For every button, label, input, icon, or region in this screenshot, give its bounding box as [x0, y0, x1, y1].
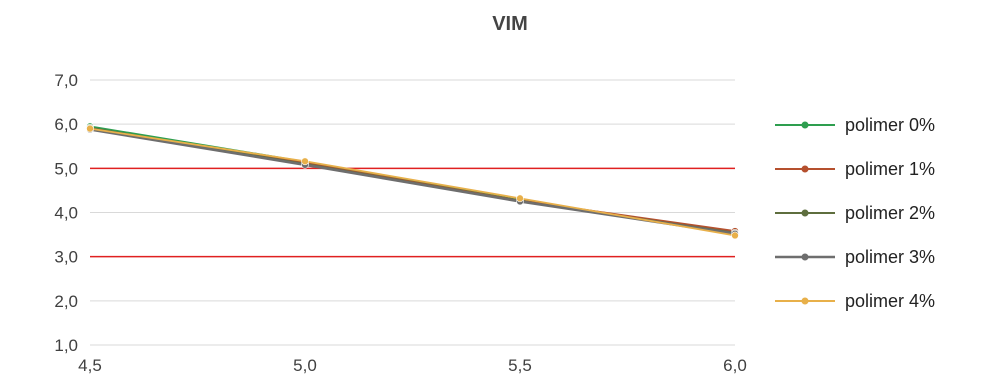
series-4 — [86, 124, 739, 240]
y-tick-label: 1,0 — [54, 336, 78, 355]
legend-item: polimer 2% — [775, 203, 935, 223]
legend-item: polimer 1% — [775, 159, 935, 179]
legend-item: polimer 3% — [775, 247, 935, 267]
legend-marker — [801, 297, 809, 305]
chart-title: VIM — [492, 13, 528, 35]
x-tick-label: 5,0 — [293, 356, 317, 375]
legend-label: polimer 4% — [845, 291, 935, 311]
y-tick-label: 5,0 — [54, 159, 78, 178]
x-tick-label: 4,5 — [78, 356, 102, 375]
y-tick-label: 7,0 — [54, 71, 78, 90]
data-point — [301, 157, 309, 166]
legend-marker — [801, 253, 809, 261]
x-axis-ticks: 4,5 5,0 5,5 6,0 — [78, 356, 747, 375]
series-line — [89, 127, 736, 237]
legend: polimer 0% polimer 1% polimer 2% polimer 3%… — [775, 115, 935, 311]
legend-marker — [801, 121, 809, 129]
reference-lines — [90, 167, 735, 258]
y-tick-label: 3,0 — [54, 248, 78, 267]
legend-label: polimer 3% — [845, 247, 935, 267]
legend-marker — [801, 209, 809, 217]
legend-label: polimer 2% — [845, 203, 935, 223]
series-group — [86, 122, 739, 240]
data-point — [86, 124, 94, 133]
legend-marker — [801, 165, 809, 173]
legend-item: polimer 4% — [775, 291, 935, 311]
x-tick-label: 6,0 — [723, 356, 747, 375]
data-point — [731, 231, 739, 240]
data-point — [516, 194, 524, 203]
legend-label: polimer 1% — [845, 159, 935, 179]
legend-label: polimer 0% — [845, 115, 935, 135]
grid-lines — [90, 79, 735, 346]
x-tick-label: 5,5 — [508, 356, 532, 375]
y-tick-label: 2,0 — [54, 292, 78, 311]
y-axis-ticks: 1,0 2,0 3,0 4,0 5,0 6,0 7,0 — [54, 71, 78, 355]
y-tick-label: 6,0 — [54, 115, 78, 134]
y-tick-label: 4,0 — [54, 204, 78, 223]
legend-item: polimer 0% — [775, 115, 935, 135]
